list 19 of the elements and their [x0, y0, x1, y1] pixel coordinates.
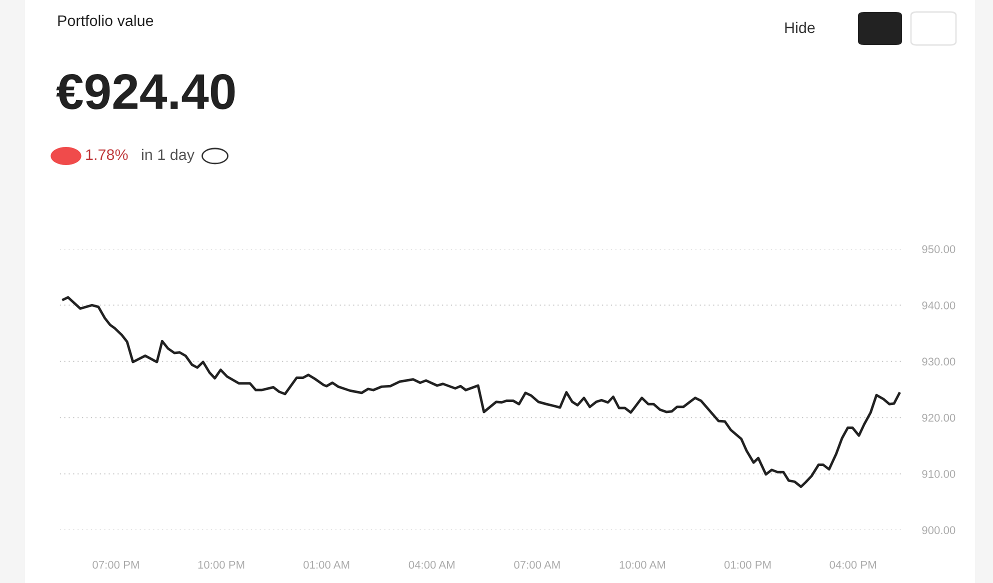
text: in 1 day: [142, 148, 194, 164]
y-tick-label: 910.00: [922, 470, 956, 478]
x-tick-label: 07:00 AM: [514, 560, 560, 569]
x-tick-label: 01:00 AM: [304, 560, 350, 569]
chart-subtitle: €924.40: [56, 74, 235, 110]
y-tick-label: 920.00: [922, 414, 956, 422]
y-tick-label: 940.00: [922, 301, 956, 310]
x-tick-label: 07:00 PM: [92, 560, 139, 569]
y-tick-label: 930.00: [922, 358, 956, 366]
x-tick-label: 04:00 PM: [830, 560, 876, 569]
text: 1.78%: [86, 149, 128, 160]
y-tick-label: 900.00: [922, 526, 956, 534]
y-tick-label: 950.00: [922, 245, 956, 254]
chart-title: Portfolio value: [58, 14, 154, 26]
x-tick-label: 10:00 PM: [198, 560, 244, 569]
x-tick-label: 10:00 AM: [620, 560, 666, 569]
x-tick-label: 04:00 AM: [408, 560, 454, 569]
text: Hide: [785, 22, 815, 34]
x-tick-label: 01:00 PM: [724, 560, 771, 569]
